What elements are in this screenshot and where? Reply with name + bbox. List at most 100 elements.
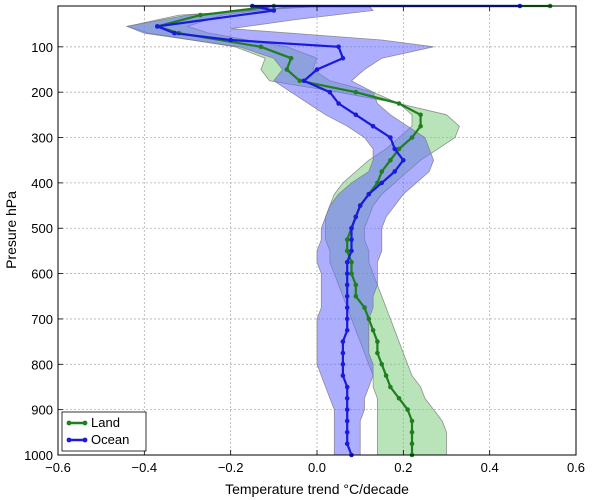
point-land-34 — [383, 373, 389, 378]
point-ocean-17 — [392, 169, 398, 174]
point-ocean-41 — [344, 441, 350, 447]
point-land-24 — [349, 259, 354, 265]
point-ocean-15 — [392, 146, 398, 152]
y-tick-label-0: 100 — [31, 40, 53, 55]
point-ocean-23 — [349, 237, 354, 242]
point-ocean-13 — [370, 123, 376, 129]
point-ocean-18 — [379, 180, 385, 186]
y-tick-label-1: 200 — [31, 85, 53, 100]
point-land-39 — [409, 430, 415, 435]
y-tick-label-4: 500 — [31, 221, 53, 236]
y-tick-label-9: 1000 — [24, 448, 53, 463]
band-ocean — [125, 5, 435, 456]
legend: Land Ocean — [61, 411, 147, 452]
point-ocean-9 — [301, 78, 307, 84]
point-land-29 — [366, 316, 372, 322]
y-tick-label-6: 700 — [31, 312, 53, 327]
x-tick-label-6: 0.6 — [567, 460, 585, 475]
point-ocean-2 — [271, 8, 277, 13]
point-ocean-29 — [344, 305, 350, 310]
point-land-28 — [362, 305, 367, 310]
point-ocean-38 — [344, 407, 350, 412]
point-land-38 — [409, 418, 415, 424]
x-tick-label-4: 0.2 — [394, 460, 412, 475]
point-land-37 — [405, 407, 410, 412]
x-tick-label-0: −0.6 — [45, 460, 71, 475]
x-tick-label-1: −0.4 — [131, 460, 157, 475]
point-ocean-12 — [353, 112, 359, 118]
point-land-10 — [396, 101, 402, 106]
y-tick-label-3: 400 — [31, 176, 53, 191]
legend-label-land: Land — [91, 415, 120, 430]
legend-marker-land — [66, 420, 72, 426]
point-land-25 — [349, 271, 354, 276]
point-ocean-21 — [353, 214, 359, 220]
point-ocean-36 — [344, 384, 350, 390]
point-land-31 — [375, 339, 380, 344]
point-ocean-24 — [349, 248, 354, 254]
legend-marker-ocean — [66, 437, 72, 443]
point-ocean-5 — [228, 37, 233, 43]
legend-item-ocean: Ocean — [66, 432, 129, 447]
point-land-15 — [388, 157, 393, 163]
point-land-27 — [353, 294, 359, 299]
point-ocean-19 — [366, 191, 372, 197]
point-land-11 — [418, 112, 423, 118]
point-land-35 — [388, 384, 393, 390]
point-land-36 — [396, 396, 402, 401]
point-ocean-30 — [344, 316, 350, 322]
x-axis-label: Temperature trend °C/decade — [225, 481, 409, 497]
legend-label-ocean: Ocean — [91, 432, 129, 447]
point-ocean-20 — [357, 203, 363, 208]
x-tick-labels: −0.6 −0.4 −0.2 0.0 0.2 0.4 0.6 — [45, 460, 585, 475]
point-ocean-27 — [344, 282, 350, 288]
point-ocean-7 — [340, 55, 346, 61]
point-land-8 — [297, 78, 303, 84]
point-land-7 — [284, 67, 290, 72]
point-land-26 — [353, 282, 359, 288]
point-ocean-22 — [349, 225, 354, 231]
x-tick-label-5: 0.4 — [481, 460, 499, 475]
point-ocean-31 — [344, 328, 350, 333]
x-tick-label-2: −0.2 — [218, 460, 244, 475]
y-tick-labels: 100 200 300 400 500 600 700 800 900 1000 — [24, 40, 53, 463]
point-ocean-28 — [344, 294, 350, 299]
point-land-23 — [344, 248, 350, 254]
point-ocean-32 — [340, 339, 346, 344]
point-ocean-34 — [340, 362, 346, 367]
point-land-17 — [375, 180, 380, 186]
legend-marker-land — [82, 420, 88, 426]
y-tick-label-5: 600 — [31, 267, 53, 282]
point-land-2 — [198, 12, 203, 18]
point-land-14 — [396, 146, 402, 152]
point-ocean-26 — [344, 271, 350, 276]
point-ocean-11 — [336, 101, 341, 106]
point-land-30 — [370, 328, 376, 333]
point-ocean-25 — [344, 259, 350, 265]
point-ocean-35 — [340, 373, 346, 378]
legend-box — [61, 411, 147, 452]
y-axis-label: Presure hPa — [3, 191, 19, 269]
point-ocean-40 — [344, 430, 350, 435]
point-ocean-37 — [344, 396, 350, 401]
axis-ticks — [57, 6, 577, 456]
point-land-16 — [379, 169, 385, 174]
point-ocean-6 — [336, 44, 341, 50]
y-tick-label-7: 800 — [31, 357, 53, 372]
point-ocean-3 — [155, 24, 160, 29]
point-ocean-33 — [340, 350, 346, 356]
point-ocean-39 — [344, 418, 350, 424]
y-tick-label-8: 900 — [31, 403, 53, 418]
point-land-40 — [409, 441, 415, 447]
point-land-13 — [409, 135, 415, 140]
x-tick-label-3: 0.0 — [308, 460, 326, 475]
point-land-22 — [344, 237, 350, 242]
point-land-32 — [375, 350, 380, 356]
legend-item-land: Land — [66, 415, 120, 430]
point-ocean-8 — [314, 67, 320, 72]
point-land-12 — [418, 123, 423, 129]
point-land-5 — [258, 44, 264, 50]
series-lines — [155, 3, 553, 458]
point-ocean-4 — [172, 30, 177, 36]
